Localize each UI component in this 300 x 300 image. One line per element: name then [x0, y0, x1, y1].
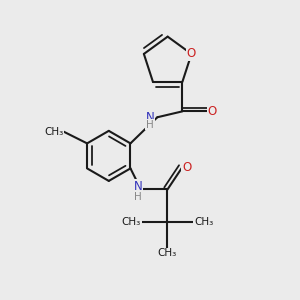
Text: CH₃: CH₃	[122, 217, 141, 227]
Text: CH₃: CH₃	[44, 127, 63, 136]
Text: O: O	[187, 47, 196, 60]
Text: O: O	[207, 105, 217, 118]
Text: O: O	[182, 161, 191, 174]
Text: H: H	[134, 192, 142, 202]
Text: N: N	[146, 111, 154, 124]
Text: N: N	[134, 180, 142, 193]
Text: CH₃: CH₃	[194, 217, 213, 227]
Text: CH₃: CH₃	[158, 248, 177, 258]
Text: H: H	[146, 120, 154, 130]
